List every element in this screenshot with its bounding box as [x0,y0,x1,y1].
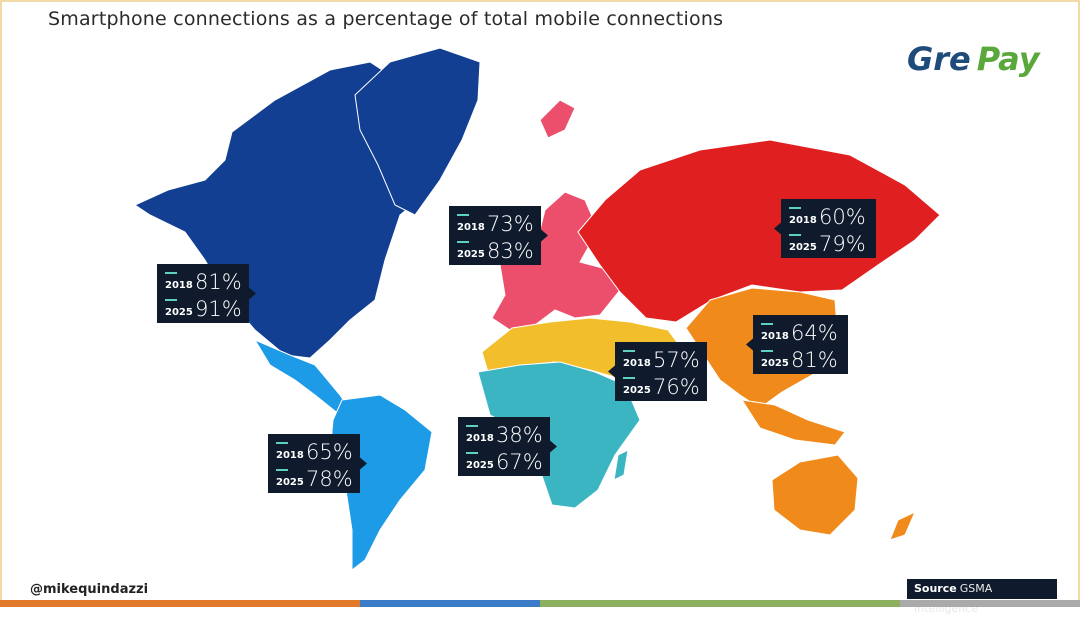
label-accent-line [623,377,635,379]
region-southeast-asia [740,399,846,446]
label-pointer [550,440,557,453]
region-madagascar [613,449,629,481]
label-value: 83% [487,239,534,263]
source-label: Source [914,582,957,595]
label-value: 81% [791,348,838,372]
label-value: 81% [195,270,242,294]
label-pointer [249,287,256,300]
label-accent-line [761,323,773,325]
label-year: 2018 [789,215,817,226]
label-pointer [746,338,753,351]
label-year: 2025 [457,249,485,260]
label-accent-line [789,207,801,209]
label-value: 76% [653,375,700,399]
region-australia [771,454,859,536]
label-year: 2025 [165,307,193,318]
label-year: 2025 [761,358,789,369]
label-value: 60% [819,205,866,229]
label-value: 73% [487,212,534,236]
label-pointer [541,229,548,242]
bottom-bar-segment [0,600,180,607]
label-latin-america: 2018 65% 2025 78% [268,434,367,493]
label-value: 67% [496,450,543,474]
label-accent-line [276,469,288,471]
label-year: 2025 [276,477,304,488]
label-year: 2025 [466,460,494,471]
label-asia-pacific: 2018 64% 2025 81% [746,315,848,374]
label-year: 2018 [761,331,789,342]
label-pointer [608,365,615,378]
label-year: 2018 [165,280,193,291]
bottom-bar-segment [180,600,360,607]
label-accent-line [789,234,801,236]
source-badge: Source GSMA Intelligence [907,579,1057,615]
label-north-america: 2018 81% 2025 91% [157,264,256,323]
grepay-logo: Gre Pay [907,40,1041,78]
label-accent-line [466,452,478,454]
region-iceland [539,99,576,139]
label-year: 2018 [623,358,651,369]
label-year: 2025 [623,385,651,396]
label-europe: 2018 73% 2025 83% [449,206,548,265]
label-mena: 2018 57% 2025 76% [608,342,707,401]
label-accent-line [165,299,177,301]
label-value: 38% [496,423,543,447]
label-cis: 2018 60% 2025 79% [774,199,876,258]
label-pointer [774,222,781,235]
label-accent-line [457,214,469,216]
chart-title: Smartphone connections as a percentage o… [48,8,724,30]
bottom-color-bar [0,600,1080,607]
label-accent-line [165,272,177,274]
label-accent-line [623,350,635,352]
label-value: 65% [306,440,353,464]
bottom-bar-segment [900,600,1080,607]
label-accent-line [276,442,288,444]
label-year: 2018 [276,450,304,461]
label-year: 2018 [457,222,485,233]
region-new-zealand [889,510,916,541]
label-year: 2025 [789,242,817,253]
region-greenland [354,47,481,216]
label-value: 64% [791,321,838,345]
label-value: 57% [653,348,700,372]
label-sub-saharan-africa: 2018 38% 2025 67% [458,417,557,476]
bottom-bar-segment [720,600,900,607]
region-cis [577,139,941,323]
bottom-bar-segment [360,600,540,607]
label-value: 79% [819,232,866,256]
label-accent-line [457,241,469,243]
label-value: 78% [306,467,353,491]
label-pointer [360,457,367,470]
label-accent-line [761,350,773,352]
author-handle: @mikequindazzi [30,582,149,597]
bottom-bar-segment [540,600,720,607]
label-accent-line [466,425,478,427]
label-value: 91% [195,297,242,321]
label-year: 2018 [466,433,494,444]
